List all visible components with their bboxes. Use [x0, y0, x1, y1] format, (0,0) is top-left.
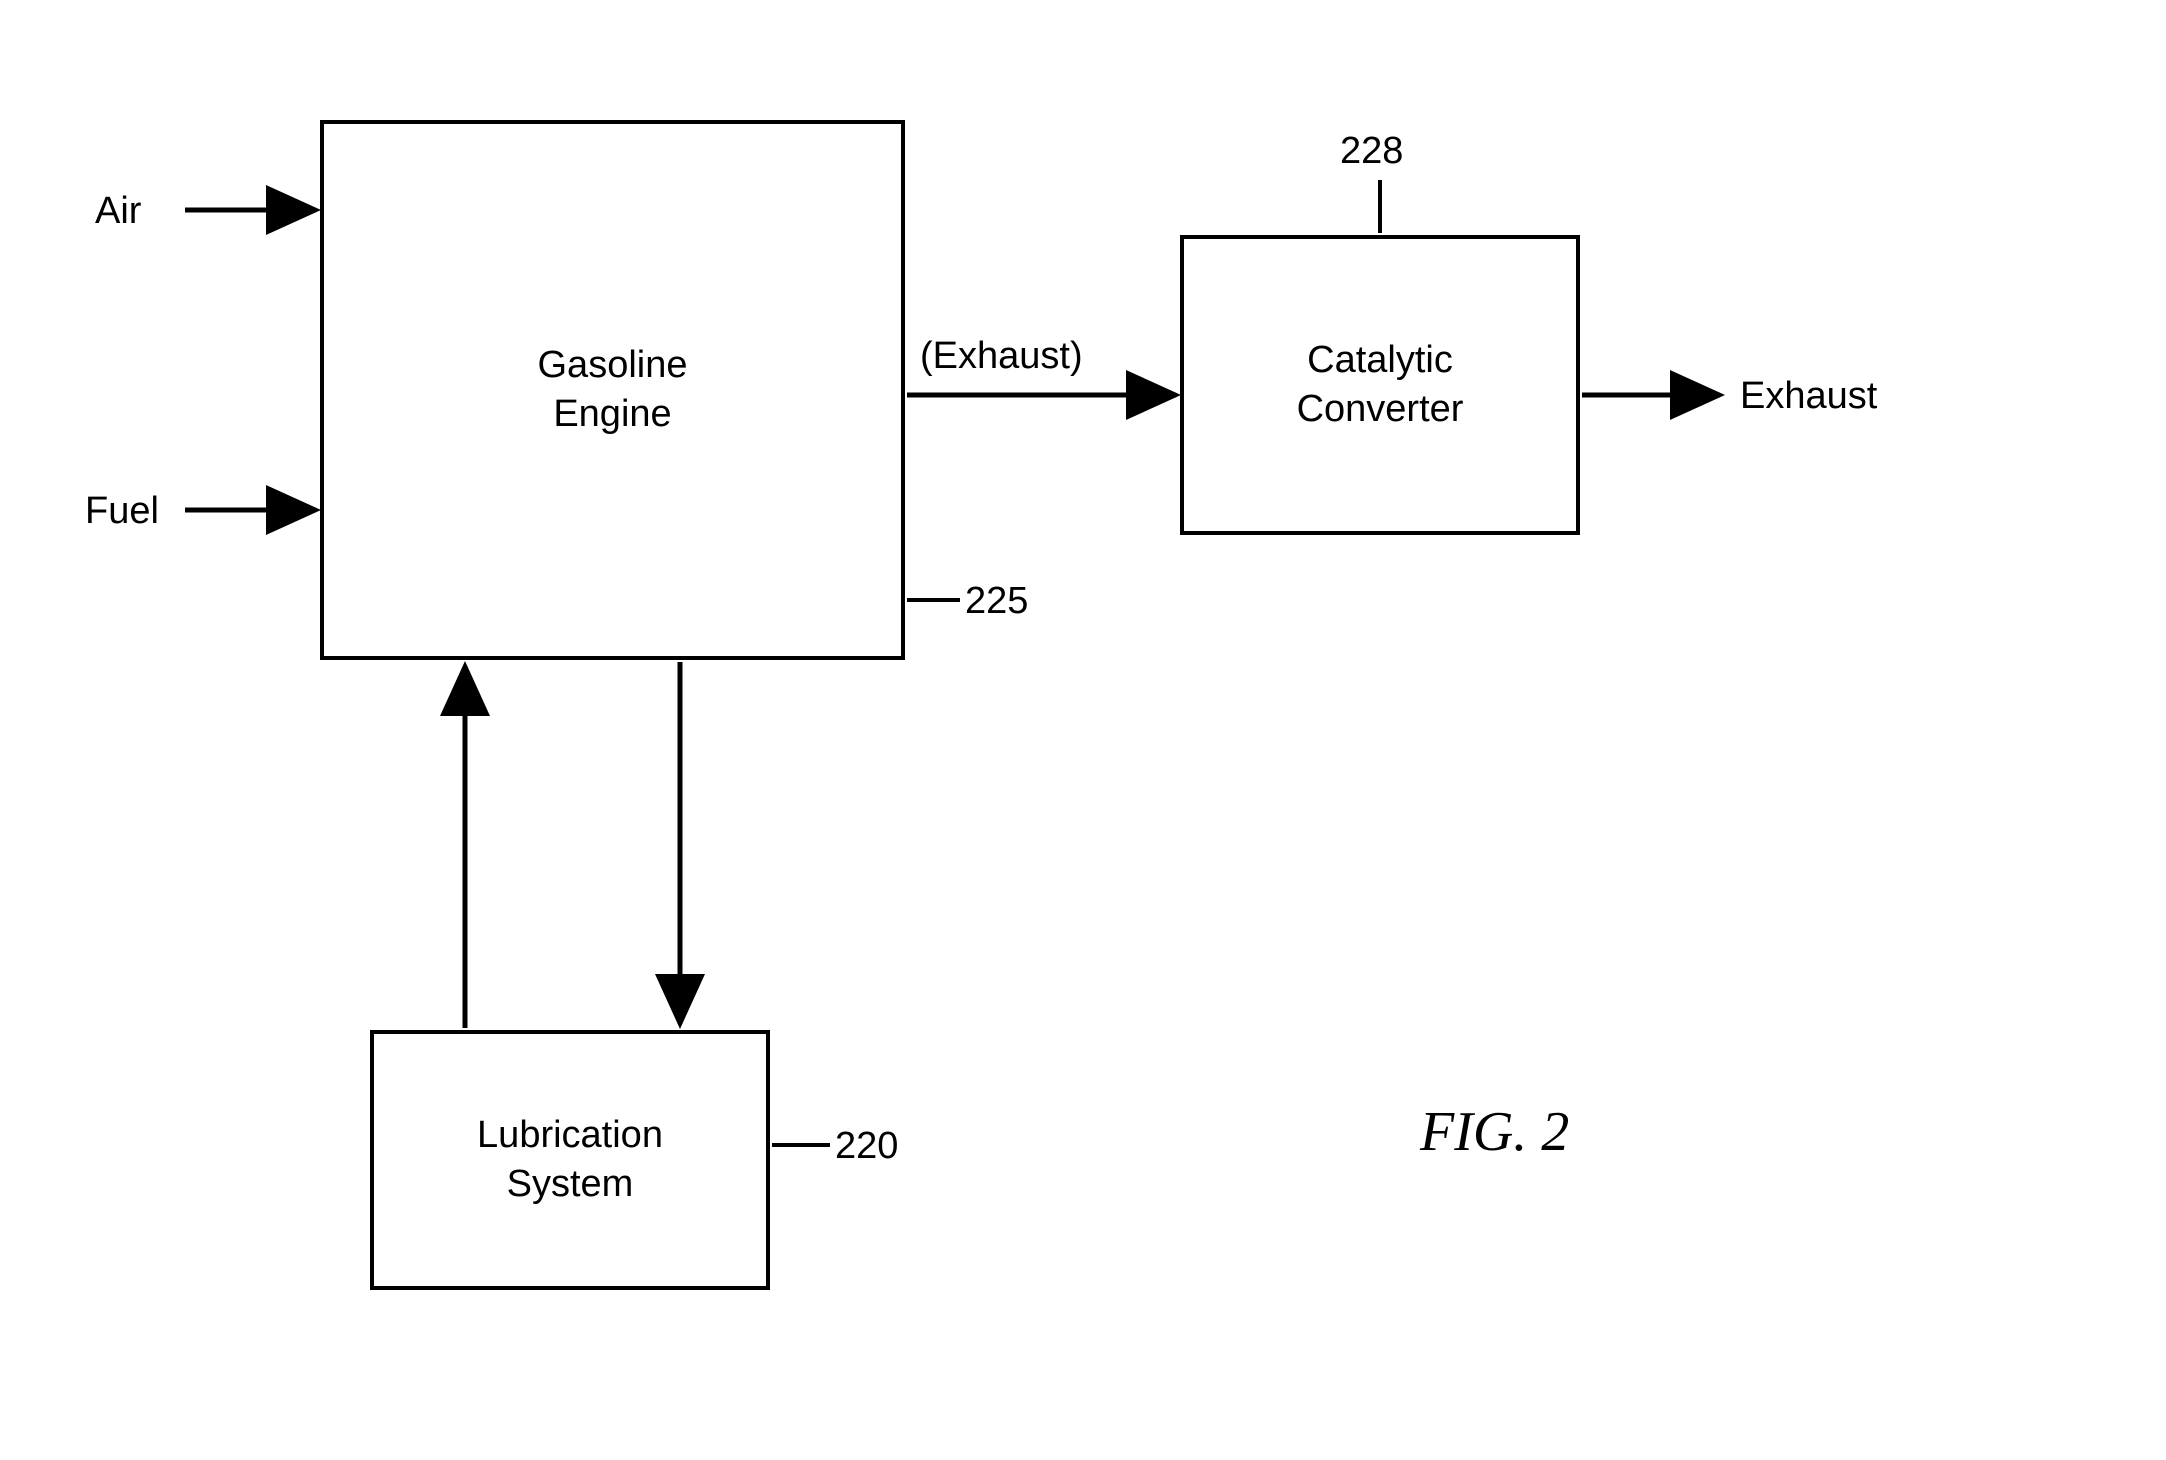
arrows-svg	[0, 0, 2166, 1460]
